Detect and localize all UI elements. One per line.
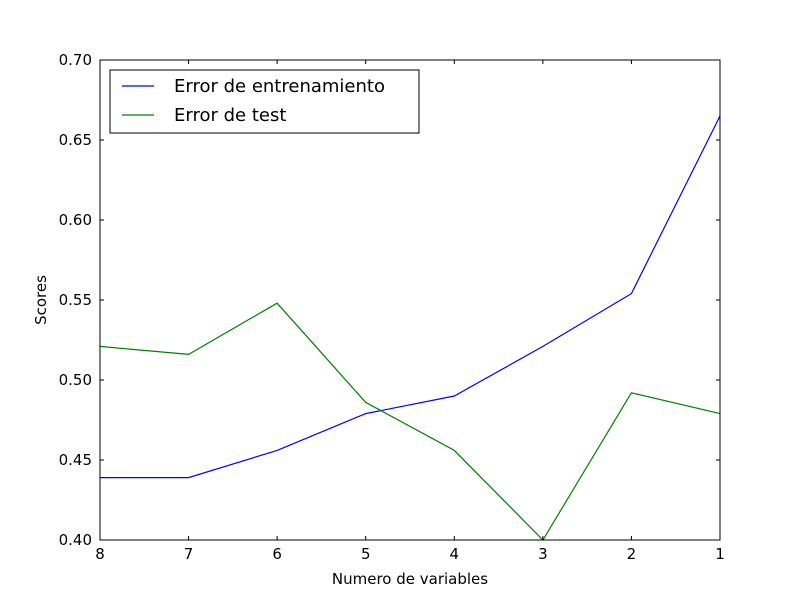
y-axis-label: Scores — [32, 275, 50, 325]
legend-label: Error de test — [174, 105, 286, 126]
y-tick-label: 0.50 — [59, 371, 92, 389]
series-line-1 — [99, 302, 721, 541]
y-tick-label: 0.65 — [59, 131, 92, 149]
x-tick-label: 6 — [272, 545, 282, 563]
y-tick-label: 0.45 — [59, 451, 92, 469]
y-tick-label: 0.70 — [59, 51, 92, 69]
series-layer — [99, 115, 721, 541]
y-tick-label: 0.40 — [59, 531, 92, 549]
x-tick-label: 2 — [627, 545, 637, 563]
tick-layer: 8 7 6 5 4 3 2 1 0.40 0.45 0.50 0.55 0.60 0.65 0.70 — [59, 51, 725, 563]
x-tick-label: 8 — [95, 545, 105, 563]
x-axis-label: Numero de variables — [332, 570, 488, 588]
legend: Error de entrenamiento Error de test — [109, 69, 420, 134]
x-tick-label: 7 — [184, 545, 194, 563]
x-tick-label: 3 — [538, 545, 548, 563]
series-line-0 — [100, 115, 721, 479]
y-tick-label: 0.60 — [59, 211, 92, 229]
x-tick-label: 1 — [715, 545, 725, 563]
legend-box — [109, 69, 420, 134]
y-tick-label: 0.55 — [59, 291, 92, 309]
legend-label: Error de entrenamiento — [174, 76, 385, 97]
x-tick-label: 5 — [361, 545, 371, 563]
x-tick-label: 4 — [450, 545, 460, 563]
